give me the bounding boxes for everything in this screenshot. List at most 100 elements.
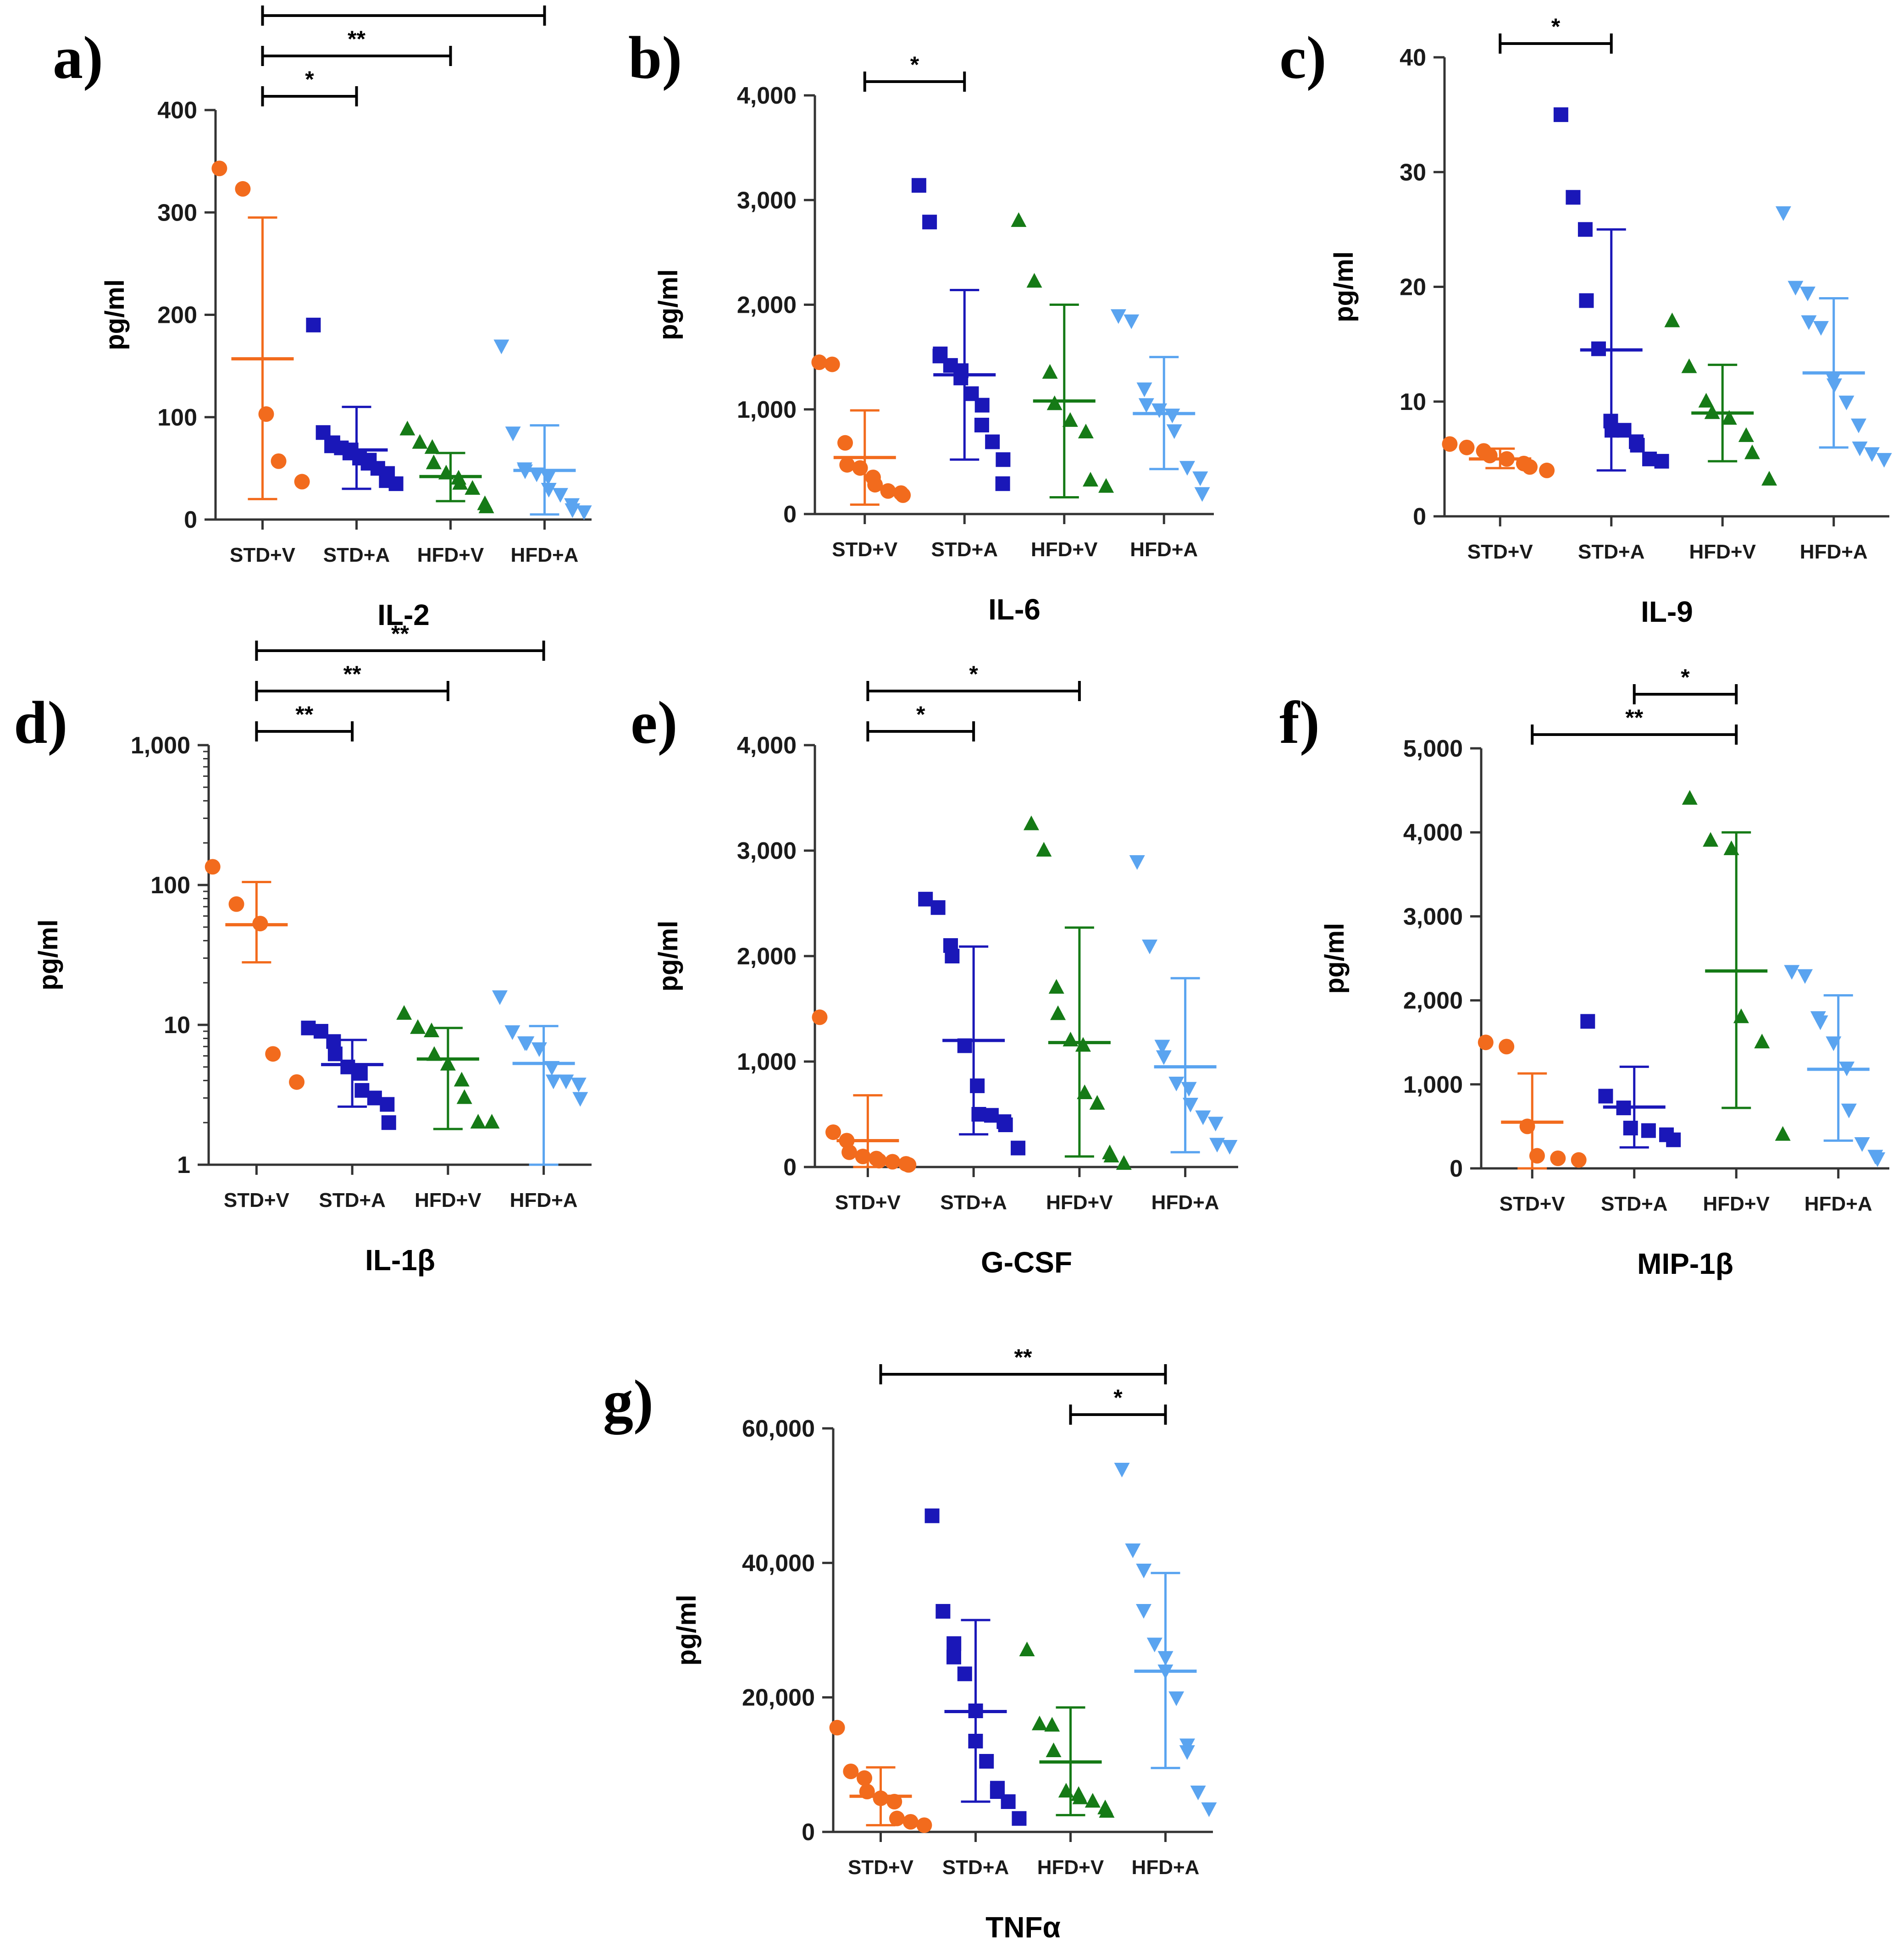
- data-point: [424, 1022, 440, 1037]
- data-point: [452, 475, 468, 490]
- data-point: [545, 1074, 561, 1090]
- significance-bracket: **: [1531, 705, 1738, 745]
- data-point: [1048, 979, 1064, 994]
- data-point: [1482, 448, 1498, 464]
- data-point: [918, 891, 933, 907]
- significance-label: **: [391, 621, 409, 647]
- y-tick-label: 4,000: [737, 732, 797, 759]
- significance-bracket: *: [1633, 664, 1738, 704]
- data-point: [301, 1020, 316, 1035]
- data-point: [946, 1636, 962, 1651]
- y-tick-label: 0: [783, 1154, 797, 1181]
- data-point: [1194, 487, 1210, 502]
- x-tick-label-std-v: STD+V: [835, 1191, 901, 1214]
- panel-letter-b: b): [628, 24, 682, 91]
- data-point: [998, 1117, 1013, 1132]
- series-hfd-a: [1114, 1463, 1217, 1817]
- data-point: [493, 339, 509, 354]
- significance-label: **: [348, 26, 365, 52]
- data-point: [367, 1090, 382, 1106]
- data-point: [1164, 409, 1180, 424]
- data-point: [1623, 1121, 1638, 1136]
- x-tick-label-hfd-a: HFD+A: [1800, 541, 1868, 563]
- data-point: [1136, 382, 1152, 398]
- data-point: [1682, 790, 1698, 805]
- chart-panel-a: a) 0 100 200 300 400 pg/ml STD+V STD+A HFD+V HFD+A…: [53, 0, 592, 631]
- data-point: [1110, 309, 1126, 324]
- data-point: [484, 1114, 500, 1129]
- data-point: [410, 1019, 426, 1034]
- x-tick-label-std-a: STD+A: [319, 1189, 385, 1211]
- data-point: [1063, 1032, 1079, 1046]
- data-point: [1168, 1077, 1184, 1091]
- data-point: [825, 1124, 841, 1140]
- data-point: [1630, 437, 1645, 453]
- data-point: [570, 1078, 587, 1093]
- x-tick-label-hfd-v: HFD+V: [415, 1189, 482, 1211]
- y-tick-label: 2,000: [737, 943, 797, 970]
- significance-label: *: [305, 66, 314, 92]
- series-hfd-v: [399, 420, 494, 514]
- data-point: [412, 434, 428, 449]
- data-point: [1179, 461, 1195, 476]
- data-point: [895, 487, 911, 503]
- data-point: [901, 1157, 917, 1173]
- data-point: [880, 483, 896, 499]
- x-axis-title: TNFα: [985, 1911, 1061, 1944]
- data-point: [424, 439, 440, 454]
- series-hfd-a: [493, 339, 592, 520]
- data-point: [381, 1115, 396, 1130]
- y-tick-label: 40,000: [742, 1550, 815, 1576]
- x-tick-label-std-a: STD+A: [1578, 541, 1644, 563]
- significance-bracket: **: [255, 661, 449, 701]
- data-point: [294, 474, 310, 490]
- data-point: [1019, 1642, 1035, 1656]
- significance-bracket: *: [1069, 1385, 1167, 1425]
- data-point: [388, 476, 404, 491]
- significance-label: *: [1113, 1385, 1123, 1410]
- y-axis-title: pg/ml: [672, 1595, 702, 1666]
- data-point: [1478, 1034, 1494, 1051]
- chart-panel-d: d) 1 10 100 1,000 pg/ml STD+V STD+A HFD+V HFD+A IL…: [14, 621, 592, 1277]
- data-point: [839, 457, 855, 473]
- data-point: [1195, 1110, 1211, 1125]
- data-point: [1784, 965, 1800, 980]
- data-point: [1083, 471, 1098, 487]
- data-point: [1142, 940, 1158, 954]
- data-point: [306, 317, 321, 332]
- y-axis-title: pg/ml: [33, 919, 63, 990]
- y-tick-label: 3,000: [737, 187, 797, 214]
- significance-bracket: **: [261, 26, 452, 66]
- data-point: [1062, 412, 1078, 427]
- data-point: [953, 371, 969, 386]
- series-std-a: [924, 1508, 1027, 1826]
- x-axis-title: IL-9: [1641, 595, 1693, 628]
- y-axis-title: pg/ml: [653, 921, 683, 992]
- data-point: [1775, 1126, 1791, 1141]
- data-point: [924, 1508, 940, 1523]
- significance-bracket: *: [863, 52, 966, 92]
- y-tick-label: 300: [157, 199, 197, 226]
- data-point: [984, 1108, 999, 1123]
- data-point: [1681, 358, 1697, 373]
- data-point: [1813, 321, 1829, 336]
- y-tick-label: 2,000: [737, 292, 797, 319]
- y-tick-label: 100: [150, 872, 190, 899]
- x-tick-label-hfd-v: HFD+V: [1703, 1193, 1770, 1215]
- data-point: [258, 406, 274, 422]
- x-tick-label-std-v: STD+V: [224, 1189, 290, 1211]
- data-point: [922, 215, 937, 230]
- data-point: [228, 896, 244, 912]
- data-point: [1023, 815, 1039, 830]
- data-point: [353, 1066, 368, 1081]
- data-point: [465, 480, 481, 495]
- data-point: [1146, 1637, 1162, 1653]
- y-axis-title: pg/ml: [100, 279, 130, 350]
- data-point: [1598, 1089, 1613, 1104]
- data-point: [1797, 969, 1813, 984]
- panel-letter-d: d): [14, 689, 67, 756]
- y-tick-label: 3,000: [1403, 903, 1463, 930]
- data-point: [1775, 206, 1791, 221]
- series-std-a: [1580, 1014, 1681, 1149]
- data-point: [1166, 424, 1182, 439]
